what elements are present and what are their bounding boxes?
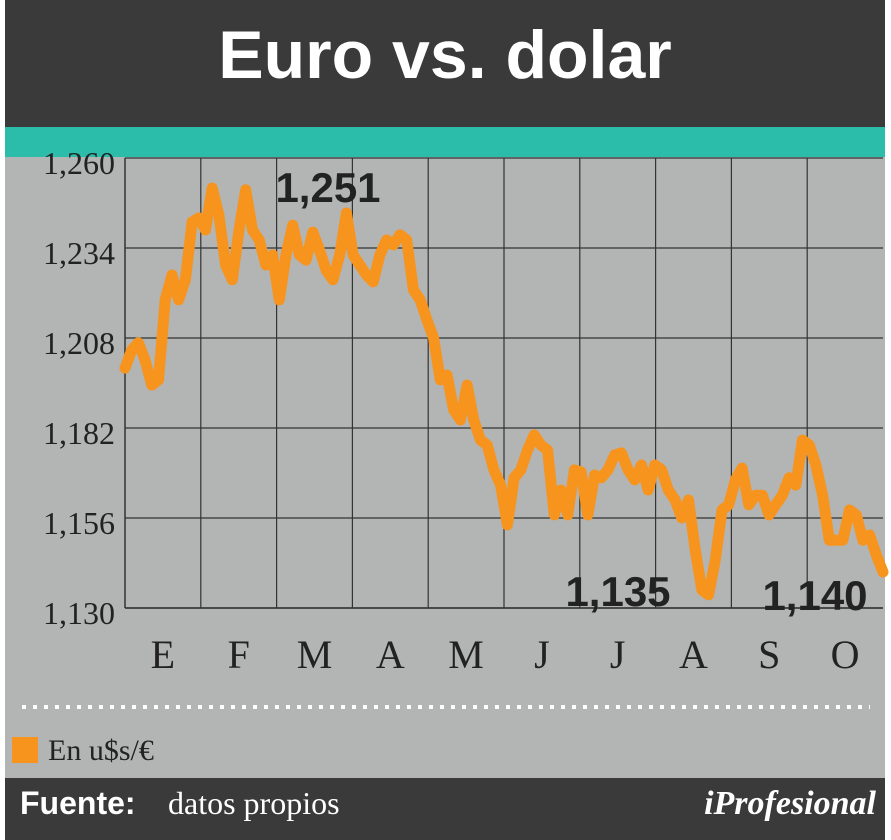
x-tick-label: A: [376, 632, 405, 677]
y-tick-label: 1,130: [43, 595, 115, 631]
header: [5, 0, 885, 127]
source: datos propios: [168, 785, 340, 821]
x-tick-label: F: [228, 632, 250, 677]
annotation: 1,251: [275, 164, 380, 211]
x-tick-label: M: [448, 632, 484, 677]
x-tick-label: J: [610, 632, 626, 677]
y-tick-label: 1,182: [43, 415, 115, 451]
legend-swatch: [12, 737, 38, 763]
x-tick-label: J: [534, 632, 550, 677]
x-tick-label: M: [297, 632, 333, 677]
brand: iProfesional: [704, 785, 876, 822]
chart-title: Euro vs. dolar: [218, 17, 671, 93]
annotation: 1,140: [762, 572, 867, 619]
x-tick-label: A: [679, 632, 708, 677]
footer: [5, 778, 885, 840]
x-tick-label: S: [758, 632, 780, 677]
source-label: Fuente:: [20, 785, 136, 821]
y-tick-label: 1,234: [43, 235, 115, 271]
annotation: 1,135: [565, 568, 670, 615]
line: [119, 182, 889, 601]
x-tick-label: O: [831, 632, 860, 677]
y-tick-label: 1,208: [43, 325, 115, 361]
y-tick-label: 1,156: [43, 505, 115, 541]
teal-band: [5, 127, 885, 157]
x-tick-label: E: [151, 632, 175, 677]
y-tick-label: 1,260: [43, 145, 115, 181]
legend-label: En u$s/€: [48, 734, 154, 767]
